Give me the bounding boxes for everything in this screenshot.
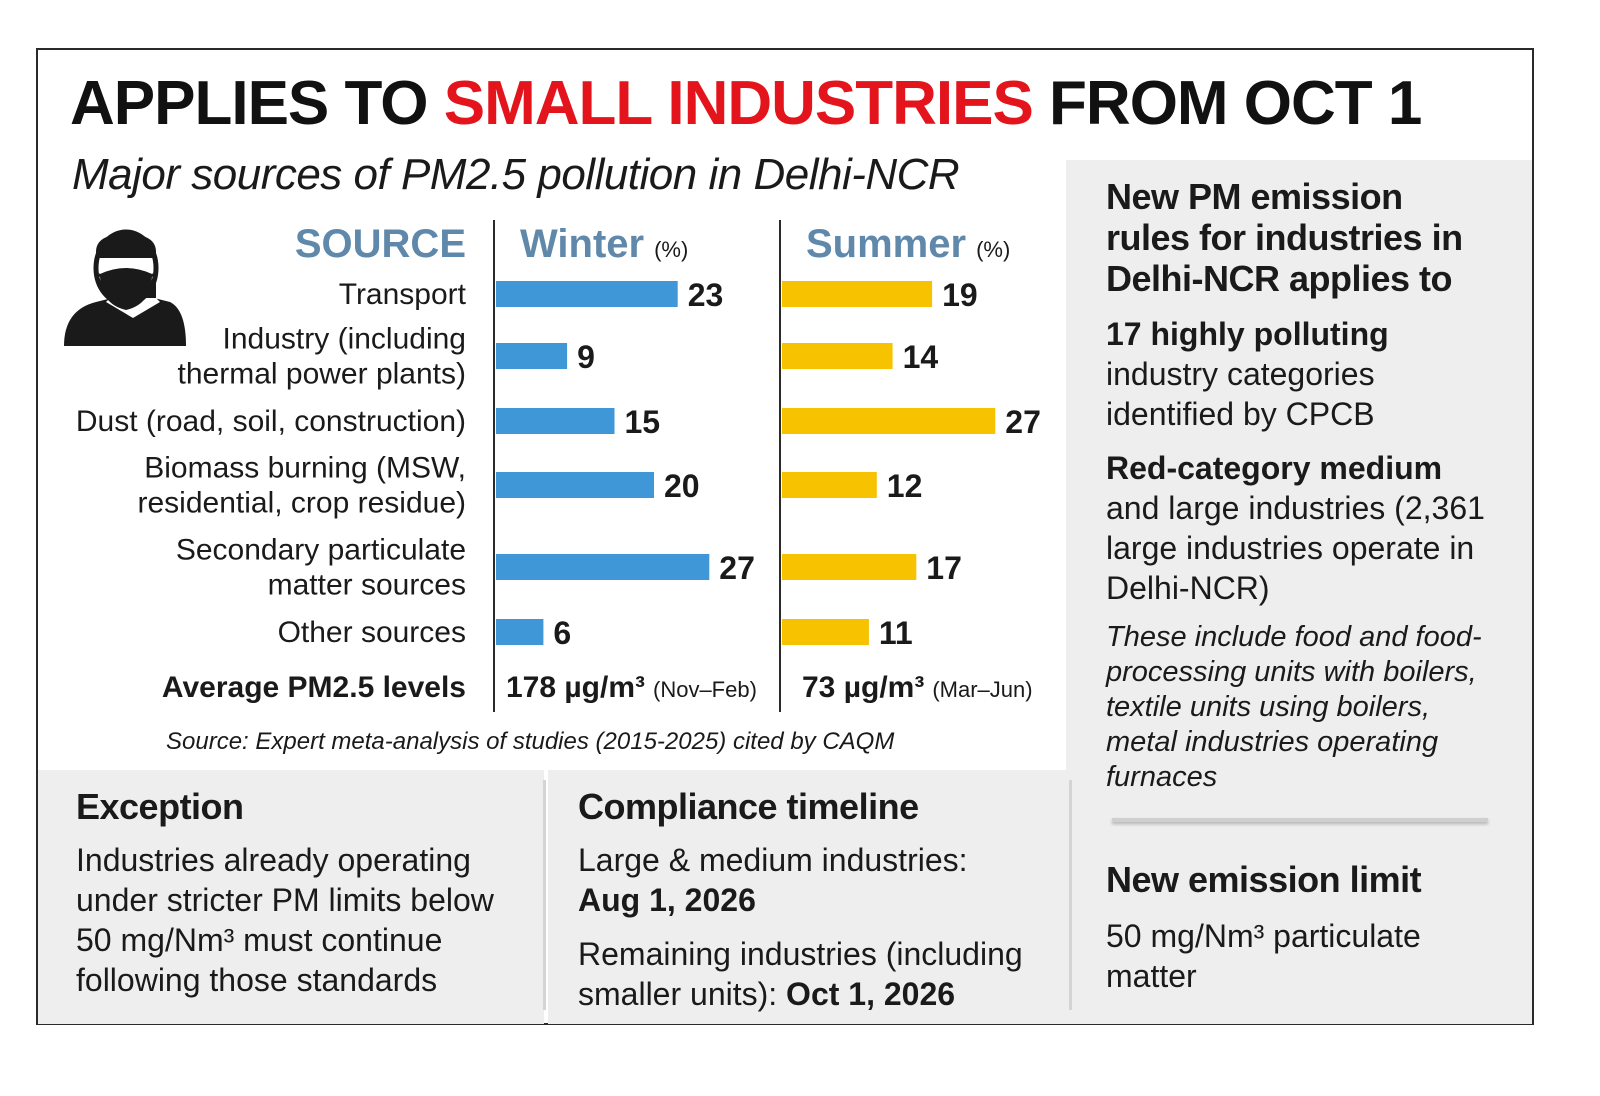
category-label: Secondary particulate matter sources [176,534,466,602]
headline-highlight: SMALL INDUSTRIES [443,69,1034,138]
summer-average-period: (Mar–Jun) [932,677,1032,702]
summer-column-header: Summer (%) [806,222,1010,266]
summer-bar [782,281,933,307]
rules-item1-text: industry categories identified by CPCB [1106,356,1375,432]
rules-divider [1112,818,1488,822]
summer-average: 73 µg/m³ (Mar–Jun) [802,671,1033,704]
category-label: Biomass burning (MSW, residential, crop r… [138,452,467,520]
summer-average-value: 73 µg/m³ [802,671,924,704]
winter-value-label: 6 [553,615,571,651]
category-label: Industry (including thermal power plants) [178,323,466,391]
bottom-separator [1069,780,1072,1010]
headline-part3: FROM OCT 1 [1032,69,1422,138]
bottom-separator [543,780,546,1010]
category-label: Other sources [278,616,466,649]
winter-value-label: 27 [719,550,755,586]
winter-value-label: 15 [625,404,661,440]
chart-rows: Transport 23 19 Industry (including thermal … [76,277,1041,651]
winter-value-label: 9 [577,339,595,375]
exception-box [38,770,544,1024]
winter-average-value: 178 µg/m³ [506,671,645,704]
rules-item-highly-polluting: 17 highly polluting industry categories … [1106,314,1506,434]
winter-bar [496,619,544,645]
compliance-item-large: Large & medium industries: Aug 1, 2026 [578,840,1058,920]
summer-header-unit: (%) [976,237,1010,262]
compliance-line1: Large & medium industries: [578,842,968,878]
summer-value-label: 14 [903,339,939,375]
compliance-title: Compliance timeline [578,786,919,827]
summer-value-label: 17 [926,550,962,586]
emission-limit-text: 50 mg/Nm³ particulate matter [1106,918,1421,994]
summer-bar [782,472,877,498]
compliance-box [548,770,1068,1024]
winter-header-label: Winter [520,222,644,266]
category-label: Dust (road, soil, construction) [76,405,466,438]
summer-header-label: Summer [806,222,966,266]
rules-item1-bold: 17 highly polluting [1106,316,1389,352]
rules-item2-text: and large industries (2,361 large indust… [1106,490,1485,606]
compliance-item-remaining: Remaining industries (including smaller … [578,934,1058,1014]
headline: APPLIES TO SMALL INDUSTRIES FROM OCT 1 [70,68,1422,139]
summer-value-label: 19 [942,277,978,313]
summer-value-label: 27 [1005,404,1041,440]
winter-bar [496,343,568,369]
exception-title: Exception [76,786,244,827]
summer-value-label: 11 [879,615,913,651]
source-column-header: SOURCE [295,222,466,266]
average-label: Average PM2.5 levels [162,671,466,704]
exception-text: Industries already operating under stric… [76,842,494,998]
winter-bar [496,408,615,434]
masked-person-icon [64,229,186,346]
summer-bar [782,554,917,580]
category-label: Transport [339,278,467,311]
headline-part1: APPLIES TO [70,69,444,138]
winter-average: 178 µg/m³ (Nov–Feb) [506,671,757,704]
compliance-date2: Oct 1, 2026 [786,976,956,1012]
summer-bar [782,619,869,645]
summer-bar [782,408,996,434]
compliance-line2: Remaining industries (including smaller … [578,936,1023,1012]
source-note: Source: Expert meta-analysis of studies … [166,728,895,755]
rules-panel-title: New PM emission rules for industries in … [1106,176,1463,299]
winter-average-period: (Nov–Feb) [653,677,757,702]
summer-bar [782,343,893,369]
rules-italic-note: These include food and food-processing u… [1106,621,1482,793]
winter-value-label: 23 [688,277,724,313]
winter-header-unit: (%) [654,237,688,262]
chart-subtitle: Major sources of PM2.5 pollution in Delh… [72,150,960,199]
winter-bar [496,554,710,580]
rules-panel [1066,160,1532,1024]
summer-value-label: 12 [887,468,923,504]
rules-item-red-category: Red-category medium and large industries… [1106,448,1526,608]
rules-item2-bold: Red-category medium [1106,450,1443,486]
emission-limit-title: New emission limit [1106,859,1422,900]
winter-value-label: 20 [664,468,700,504]
winter-bar [496,472,654,498]
winter-column-header: Winter (%) [520,222,688,266]
winter-bar [496,281,678,307]
compliance-date1: Aug 1, 2026 [578,882,756,918]
